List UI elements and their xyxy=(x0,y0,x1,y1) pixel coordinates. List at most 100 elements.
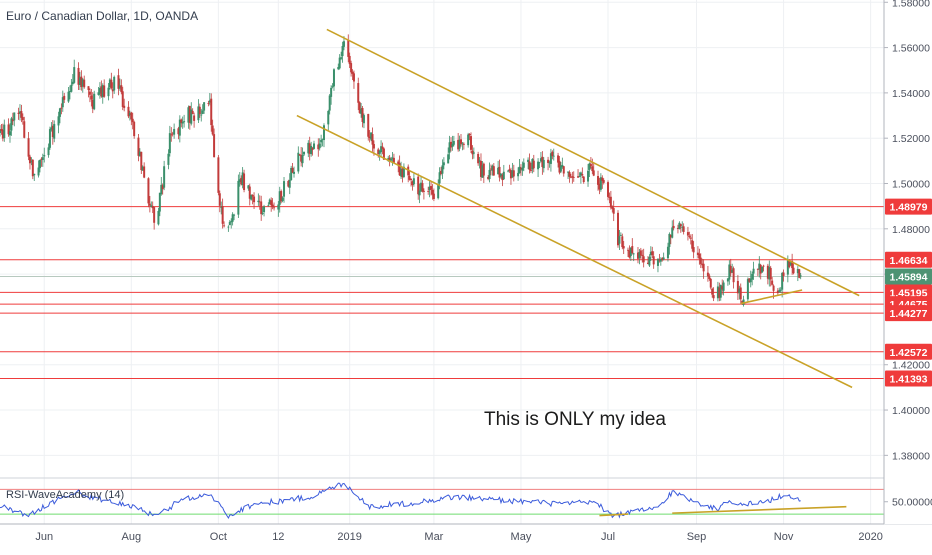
candle-body xyxy=(1,129,4,139)
candle-body xyxy=(28,156,31,164)
candle-body xyxy=(137,137,140,156)
candle-body xyxy=(746,279,749,300)
candle-body xyxy=(482,163,485,176)
trend-line[interactable] xyxy=(296,114,853,389)
candle-body xyxy=(659,259,662,262)
candle-body xyxy=(308,143,311,154)
candle-body xyxy=(391,157,394,159)
candle-body xyxy=(91,99,94,109)
candle-body xyxy=(601,177,604,181)
rsi-trend-line[interactable] xyxy=(599,513,629,517)
candle-body xyxy=(21,117,24,121)
candle-body xyxy=(278,191,281,205)
price-tick-label: 1.56000 xyxy=(892,43,930,55)
candle-body xyxy=(231,214,234,222)
candle-body xyxy=(48,129,51,148)
candle-body xyxy=(263,206,266,213)
level-price-badge-label: 1.46634 xyxy=(890,255,928,267)
time-tick-label: Jul xyxy=(601,531,615,543)
idea-annotation: This is ONLY my idea xyxy=(484,409,666,430)
price-tick-label: 1.48000 xyxy=(892,224,930,236)
candle-body xyxy=(481,165,484,178)
candle-body xyxy=(442,162,445,166)
candle-body xyxy=(350,63,353,73)
candle-body xyxy=(542,159,545,169)
candle-body xyxy=(270,200,273,206)
candle-body xyxy=(501,174,504,181)
rsi-trend-line[interactable] xyxy=(672,505,847,514)
candle-body xyxy=(271,204,274,207)
candle-body xyxy=(267,205,270,207)
candle-body xyxy=(652,256,655,265)
candles xyxy=(0,34,802,307)
candle-body xyxy=(699,257,702,264)
candle-body xyxy=(632,253,635,255)
candle-body xyxy=(370,132,373,140)
candle-body xyxy=(458,139,461,149)
candle-body xyxy=(191,110,194,114)
level-price-badge-background xyxy=(885,198,932,215)
trend-line[interactable] xyxy=(326,28,860,297)
candle-body xyxy=(766,265,769,279)
candle-body xyxy=(798,269,801,278)
candle-body xyxy=(728,264,731,280)
candle-body xyxy=(557,155,560,163)
candle-body xyxy=(411,181,414,186)
candle-body xyxy=(758,263,761,270)
candle-body xyxy=(492,166,495,176)
candle-body xyxy=(73,67,76,83)
candle-body xyxy=(341,45,344,57)
candle-body xyxy=(662,257,665,260)
candle-body xyxy=(67,91,70,102)
candle-body xyxy=(440,170,443,174)
candle-body xyxy=(128,113,131,115)
candle-body xyxy=(351,71,354,74)
candle-body xyxy=(183,121,186,123)
candle-body xyxy=(57,116,60,126)
candle-body xyxy=(378,150,381,154)
candle-body xyxy=(469,136,472,150)
candle-body xyxy=(497,167,500,175)
candle-body xyxy=(519,167,522,170)
candle-body xyxy=(200,114,203,116)
candle-body xyxy=(477,153,480,164)
candle-body xyxy=(47,147,50,156)
candle-body xyxy=(80,76,83,88)
candle-body xyxy=(298,154,301,156)
candle-body xyxy=(3,124,6,139)
level-price-badge-background xyxy=(885,305,932,322)
candle-body xyxy=(290,167,293,180)
candle-body xyxy=(696,252,699,255)
candle-body xyxy=(631,246,634,254)
candle-body xyxy=(432,193,435,199)
candle-body xyxy=(87,86,90,90)
candle-body xyxy=(588,163,591,170)
candle-body xyxy=(320,139,323,143)
candle-body xyxy=(681,226,684,228)
candle-body xyxy=(648,256,651,266)
candle-body xyxy=(499,173,502,177)
candle-body xyxy=(20,111,23,118)
candle-body xyxy=(461,143,464,145)
candle-body xyxy=(571,176,574,178)
candle-body xyxy=(676,227,679,229)
candle-body xyxy=(163,166,166,188)
candle-body xyxy=(527,159,530,162)
trend-line[interactable] xyxy=(740,289,803,305)
candle-body xyxy=(688,235,691,237)
candle-body xyxy=(377,149,380,155)
candle-body xyxy=(529,169,532,171)
candle-body xyxy=(310,145,313,155)
candle-body xyxy=(641,254,644,256)
rsi-tick-label: 50.00000 xyxy=(892,497,932,509)
candle-body xyxy=(131,118,134,123)
candle-body xyxy=(207,103,210,104)
candle-body xyxy=(13,112,16,121)
candle-body xyxy=(532,160,535,169)
candle-body xyxy=(636,252,639,259)
candle-body xyxy=(53,124,56,139)
candle-body xyxy=(572,177,575,178)
candle-body xyxy=(337,67,340,70)
candle-body xyxy=(237,180,240,215)
